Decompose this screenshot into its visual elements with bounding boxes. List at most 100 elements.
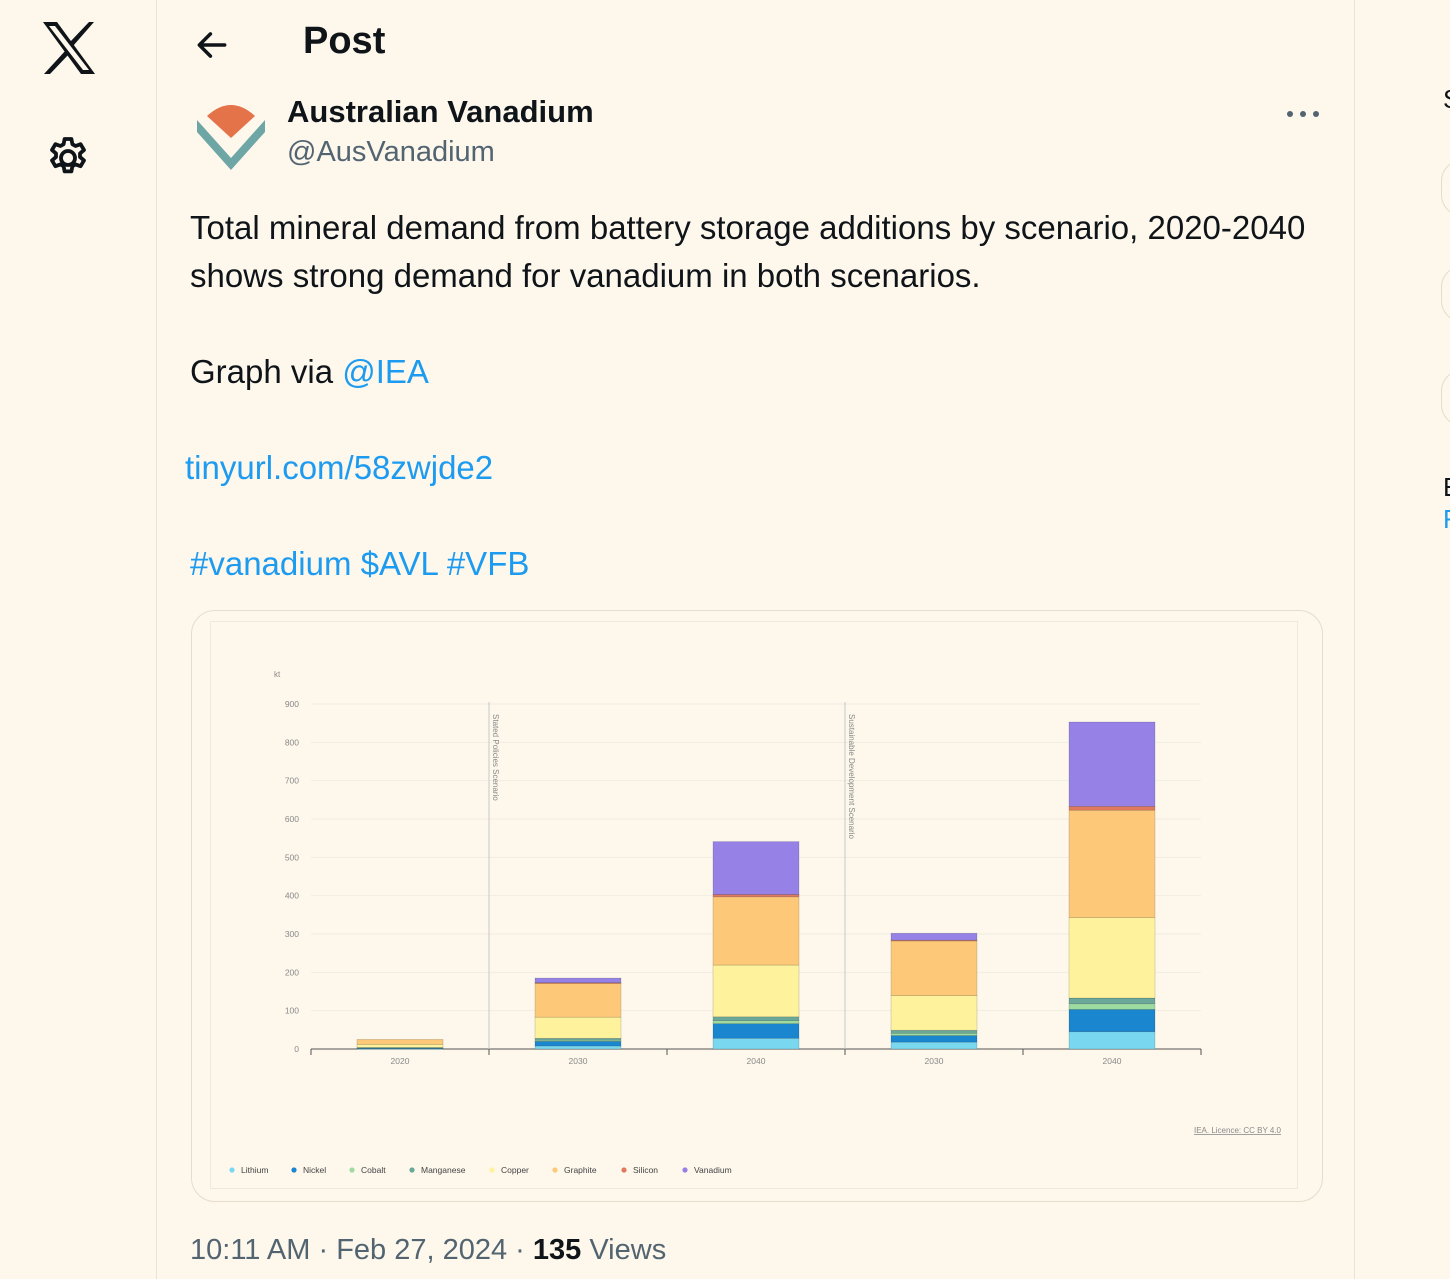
bar-segment-copper — [713, 965, 799, 1017]
post-date[interactable]: Feb 27, 2024 — [336, 1234, 507, 1266]
bar-segment-nickel — [535, 1041, 621, 1046]
legend-marker-silicon — [621, 1167, 626, 1172]
bar-segment-vanadium — [713, 842, 799, 895]
author-handle[interactable]: @AusVanadium — [287, 136, 495, 169]
sidebar-fragment-text: S — [1443, 84, 1450, 115]
sidebar-fragment-text: E — [1443, 472, 1450, 503]
gear-icon[interactable] — [44, 134, 92, 182]
mention-link[interactable]: @IEA — [342, 353, 429, 390]
legend-entry-graphite: Graphite — [564, 1165, 597, 1175]
chart-source: IEA. Licence: CC BY 4.0 — [1194, 1126, 1282, 1135]
page-title: Post — [303, 20, 385, 63]
more-options-icon[interactable] — [1280, 98, 1326, 130]
bar-segment-copper — [357, 1044, 443, 1047]
legend-entry-lithium: Lithium — [241, 1165, 268, 1175]
y-tick-label: 700 — [285, 776, 299, 786]
bar-segment-cobalt — [891, 1033, 977, 1035]
y-tick-label: 200 — [285, 967, 299, 977]
y-tick-label: 300 — [285, 929, 299, 939]
legend-entry-silicon: Silicon — [633, 1165, 658, 1175]
legend-entry-cobalt: Cobalt — [361, 1165, 386, 1175]
arrow-left-icon[interactable] — [193, 26, 231, 64]
y-tick-label: 600 — [285, 814, 299, 824]
x-tick-label: 2030 — [925, 1056, 944, 1066]
legend-marker-vanadium — [682, 1167, 687, 1172]
x-logo-icon[interactable] — [40, 20, 98, 76]
y-tick-label: 900 — [285, 699, 299, 709]
bar-segment-graphite — [891, 941, 977, 996]
meta-separator: · — [515, 1234, 525, 1266]
sidebar-fragment-button[interactable] — [1441, 160, 1450, 216]
stacked-bar-chart: kt 0 100 200 300 400 500 600 700 800 900 Stated Pol… — [211, 622, 1297, 1188]
chart-image: kt 0 100 200 300 400 500 600 700 800 900 Stated Pol… — [210, 621, 1298, 1189]
bar-segment-vanadium — [891, 933, 977, 940]
post-media[interactable]: kt 0 100 200 300 400 500 600 700 800 900 Stated Pol… — [191, 610, 1323, 1202]
bar-segment-manganese — [1069, 998, 1155, 1004]
bar-segment-lithium — [1069, 1032, 1155, 1049]
post-meta: 10:11 AM · Feb 27, 2024 · 135 Views — [190, 1234, 666, 1267]
bar-segment-silicon — [1069, 806, 1155, 810]
bar-segment-copper — [1069, 918, 1155, 999]
bar-segment-nickel — [713, 1024, 799, 1039]
bar-segment-lithium — [891, 1042, 977, 1049]
y-tick-label: 500 — [285, 852, 299, 862]
left-divider — [156, 0, 157, 1279]
bar-segment-copper — [891, 996, 977, 1031]
via-line: Graph via @IEA — [190, 348, 1330, 396]
scenario-label: Sustainable Development Scenario — [847, 714, 856, 840]
post-time[interactable]: 10:11 AM — [190, 1234, 310, 1266]
bar-segment-vanadium — [1069, 722, 1155, 806]
bar-segment-nickel — [1069, 1010, 1155, 1032]
y-tick-label: 100 — [285, 1006, 299, 1016]
left-nav — [0, 0, 156, 1279]
x-tick-label: 2040 — [1103, 1056, 1122, 1066]
bar-segment-vanadium — [535, 978, 621, 983]
bar-segment-cobalt — [713, 1021, 799, 1024]
right-sidebar-fragment: S E F — [1355, 0, 1450, 1279]
bar-segment-manganese — [713, 1017, 799, 1021]
bar-segment-graphite — [357, 1039, 443, 1044]
legend-marker-cobalt — [349, 1167, 354, 1172]
legend-entry-vanadium: Vanadium — [694, 1165, 732, 1175]
y-tick-label: 800 — [285, 737, 299, 747]
meta-separator: · — [318, 1234, 328, 1266]
y-tick-label: 0 — [294, 1044, 299, 1054]
legend-marker-lithium — [229, 1167, 234, 1172]
y-axis-label: kt — [274, 670, 281, 679]
via-prefix: Graph via — [190, 353, 342, 390]
legend-entry-nickel: Nickel — [303, 1165, 326, 1175]
bar-segment-graphite — [1069, 810, 1155, 917]
url-link[interactable]: tinyurl.com/58zwjde2 — [185, 449, 493, 486]
bar-segment-lithium — [535, 1046, 621, 1049]
post-text: Total mineral demand from battery storag… — [190, 204, 1330, 588]
x-tick-label: 2030 — [569, 1056, 588, 1066]
legend-entry-copper: Copper — [501, 1165, 529, 1175]
post-body-text: Total mineral demand from battery storag… — [190, 204, 1330, 300]
bar-segment-silicon — [713, 895, 799, 897]
views-count: 135 — [533, 1234, 581, 1266]
scenario-label: Stated Policies Scenario — [491, 714, 500, 801]
legend-marker-nickel — [291, 1167, 296, 1172]
bar-segment-nickel — [891, 1036, 977, 1043]
legend-marker-manganese — [409, 1167, 414, 1172]
legend-marker-graphite — [552, 1167, 557, 1172]
sidebar-fragment-button[interactable] — [1441, 370, 1450, 426]
post-header: Post — [157, 0, 1354, 90]
y-tick-label: 400 — [285, 891, 299, 901]
hashtag-line: #vanadium $AVL #VFB — [190, 540, 1330, 588]
avatar[interactable] — [193, 98, 269, 174]
bar-segment-cobalt — [1069, 1004, 1155, 1010]
sidebar-fragment-link[interactable]: F — [1443, 504, 1450, 535]
bar-segment-graphite — [535, 983, 621, 1017]
sidebar-fragment-button[interactable] — [1441, 266, 1450, 322]
x-tick-label: 2040 — [747, 1056, 766, 1066]
bar-segment-lithium — [713, 1038, 799, 1049]
legend-entry-manganese: Manganese — [421, 1165, 466, 1175]
bar-segment-copper — [535, 1017, 621, 1038]
hashtags-link[interactable]: #vanadium $AVL #VFB — [190, 545, 529, 582]
author-name[interactable]: Australian Vanadium — [287, 94, 594, 130]
bar-segment-manganese — [891, 1030, 977, 1033]
views-label: Views — [589, 1234, 666, 1266]
url-line: tinyurl.com/58zwjde2 — [185, 444, 1330, 492]
bar-segment-graphite — [713, 897, 799, 965]
